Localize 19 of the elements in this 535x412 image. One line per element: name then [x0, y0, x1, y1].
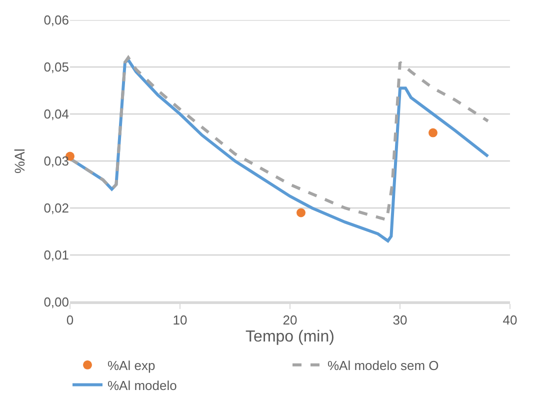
- y-tick-label: 0,06: [44, 12, 69, 28]
- y-axis-title: %Al: [11, 148, 28, 174]
- point: [296, 208, 306, 218]
- y-tick-label: 0,01: [44, 248, 69, 263]
- y-tick-label: 0,00: [44, 294, 69, 310]
- legend-label: %Al exp: [108, 358, 156, 373]
- y-tick-label: 0,02: [44, 200, 69, 216]
- x-tick-label: 20: [282, 312, 298, 328]
- y-tick-label: 0,05: [44, 60, 69, 75]
- x-axis-title: Tempo (min): [246, 328, 334, 346]
- x-tick-label: 30: [392, 312, 408, 328]
- legend-label: %Al modelo sem O: [328, 358, 439, 373]
- x-tick-label: 10: [172, 312, 188, 328]
- y-tick-label: 0,04: [44, 106, 69, 122]
- y-tick-label: 0,03: [44, 154, 69, 169]
- x-tick-label: 0: [66, 312, 74, 328]
- legend-label: %Al modelo: [108, 378, 177, 393]
- point: [428, 128, 438, 138]
- x-tick-label: 40: [502, 312, 518, 328]
